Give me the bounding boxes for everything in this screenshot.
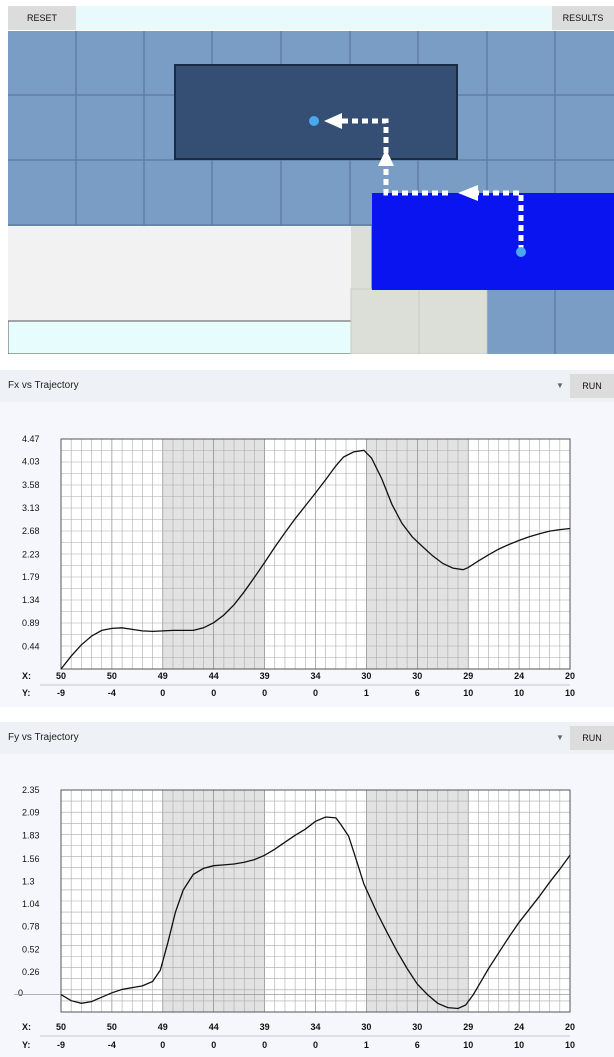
x-trajectory-tick: 24 xyxy=(514,1022,524,1032)
x-trajectory-tick: 39 xyxy=(260,1022,270,1032)
target-block[interactable] xyxy=(174,64,458,160)
y-tick-label: 4.03 xyxy=(22,457,40,467)
chart2-header: Fy vs Trajectory ▼ RUN xyxy=(0,722,614,754)
start-point-icon xyxy=(516,247,526,257)
y-trajectory-tick: 10 xyxy=(463,688,473,698)
x-trajectory-tick: 34 xyxy=(310,671,320,681)
y-row-label: Y: xyxy=(22,688,30,698)
y-trajectory-tick: -9 xyxy=(57,688,65,698)
dotted-arrow-icon xyxy=(324,113,478,201)
x-trajectory-tick: 34 xyxy=(310,1022,320,1032)
y-tick-label: 4.47 xyxy=(22,434,40,444)
y-tick-label: 2.35 xyxy=(22,785,40,795)
y-tick-label: 2.09 xyxy=(22,808,40,818)
y-trajectory-tick: 0 xyxy=(262,1040,267,1050)
tile-light-b xyxy=(350,288,420,354)
chart2-run-button[interactable]: RUN xyxy=(570,726,614,750)
y-tick-label: 3.58 xyxy=(22,480,40,490)
x-trajectory-tick: 39 xyxy=(260,671,270,681)
y-tick-label: 0.78 xyxy=(22,922,40,932)
y-trajectory-tick: 0 xyxy=(211,1040,216,1050)
y-trajectory-tick: 0 xyxy=(160,688,165,698)
y-tick-label: 1.56 xyxy=(22,854,40,864)
y-tick-label: 1.83 xyxy=(22,830,40,840)
y-tick-label: 1.3 xyxy=(22,876,35,886)
y-trajectory-tick: 0 xyxy=(313,688,318,698)
chart2-svg: 2.35 2.09 1.83 1.56 1.3 1.04 0.78 0.52 0.26 0 X: Y:… xyxy=(14,785,575,1050)
y-trajectory-tick: -9 xyxy=(57,1040,65,1050)
series-line xyxy=(60,816,571,1010)
y-trajectory-tick: 10 xyxy=(565,1040,575,1050)
x-trajectory-tick: 30 xyxy=(412,1022,422,1032)
plot-border xyxy=(60,438,571,670)
plot-border xyxy=(60,789,571,1013)
y-tick-label: 2.68 xyxy=(22,526,40,536)
x-row-label: X: xyxy=(22,671,31,681)
chart1-header: Fx vs Trajectory ▼ RUN xyxy=(0,370,614,402)
x-trajectory-tick: 50 xyxy=(107,1022,117,1032)
y-tick-label: 0.89 xyxy=(22,618,40,628)
x-trajectory-tick: 30 xyxy=(412,671,422,681)
y-trajectory-tick: 10 xyxy=(514,1040,524,1050)
info-strip xyxy=(8,320,352,354)
x-trajectory-tick: 49 xyxy=(158,1022,168,1032)
y-tick-label: 3.13 xyxy=(22,503,40,513)
x-trajectory-tick: 30 xyxy=(361,671,371,681)
x-trajectory-tick: 29 xyxy=(463,671,473,681)
dropdown-arrow-icon[interactable]: ▼ xyxy=(556,733,564,742)
y-trajectory-tick: 0 xyxy=(262,688,267,698)
y-row-label: Y: xyxy=(22,1040,30,1050)
chart1-run-button[interactable]: RUN xyxy=(570,374,614,398)
chart2-title[interactable]: Fy vs Trajectory xyxy=(8,732,79,743)
y-tick-label: 0 xyxy=(18,988,23,998)
x-row-label: X: xyxy=(22,1022,31,1032)
x-trajectory-tick: 30 xyxy=(361,1022,371,1032)
y-trajectory-tick: -4 xyxy=(108,688,116,698)
trajectory-path xyxy=(338,118,524,251)
simulation-svg xyxy=(8,31,614,354)
x-trajectory-tick: 50 xyxy=(107,671,117,681)
dropdown-arrow-icon[interactable]: ▼ xyxy=(556,381,564,390)
simulation-canvas[interactable] xyxy=(8,31,614,354)
x-trajectory-tick: 49 xyxy=(158,671,168,681)
results-button[interactable]: RESULTS xyxy=(552,6,614,30)
tile-light-c xyxy=(418,288,488,354)
y-trajectory-tick: 10 xyxy=(565,688,575,698)
x-trajectory-tick: 44 xyxy=(209,1022,219,1032)
y-trajectory-tick: 10 xyxy=(463,1040,473,1050)
y-trajectory-tick: 6 xyxy=(415,1040,420,1050)
series-line xyxy=(60,449,571,670)
chart1-svg: 4.47 4.03 3.58 3.13 2.68 2.23 1.79 1.34 0.89 0.44… xyxy=(22,434,575,698)
y-tick-label: 2.23 xyxy=(22,549,40,559)
y-tick-label: 0.26 xyxy=(22,967,40,977)
y-trajectory-tick: 0 xyxy=(211,688,216,698)
x-trajectory-tick: 50 xyxy=(56,671,66,681)
x-trajectory-tick: 44 xyxy=(209,671,219,681)
chart1-title[interactable]: Fx vs Trajectory xyxy=(8,380,79,391)
x-trajectory-tick: 20 xyxy=(565,671,575,681)
y-tick-label: 0.52 xyxy=(22,944,40,954)
x-trajectory-tick: 20 xyxy=(565,1022,575,1032)
y-tick-label: 1.79 xyxy=(22,572,40,582)
moving-block[interactable] xyxy=(372,193,614,290)
y-tick-label: 1.34 xyxy=(22,595,40,605)
top-toolbar xyxy=(8,6,614,30)
chart1-body: 4.47 4.03 3.58 3.13 2.68 2.23 1.79 1.34 0.89 0.44… xyxy=(0,402,614,707)
y-trajectory-tick: 6 xyxy=(415,688,420,698)
reset-button[interactable]: RESET xyxy=(8,6,76,30)
end-point-icon xyxy=(309,116,319,126)
y-trajectory-tick: 1 xyxy=(364,688,369,698)
y-trajectory-tick: 0 xyxy=(160,1040,165,1050)
y-trajectory-tick: 10 xyxy=(514,688,524,698)
y-trajectory-tick: -4 xyxy=(108,1040,116,1050)
x-trajectory-tick: 50 xyxy=(56,1022,66,1032)
y-tick-label: 0.44 xyxy=(22,641,40,651)
y-trajectory-tick: 1 xyxy=(364,1040,369,1050)
x-trajectory-tick: 29 xyxy=(463,1022,473,1032)
x-trajectory-tick: 24 xyxy=(514,671,524,681)
y-tick-label: 1.04 xyxy=(22,899,40,909)
y-trajectory-tick: 0 xyxy=(313,1040,318,1050)
chart2-body: 2.35 2.09 1.83 1.56 1.3 1.04 0.78 0.52 0.26 0 X: Y:… xyxy=(0,754,614,1057)
